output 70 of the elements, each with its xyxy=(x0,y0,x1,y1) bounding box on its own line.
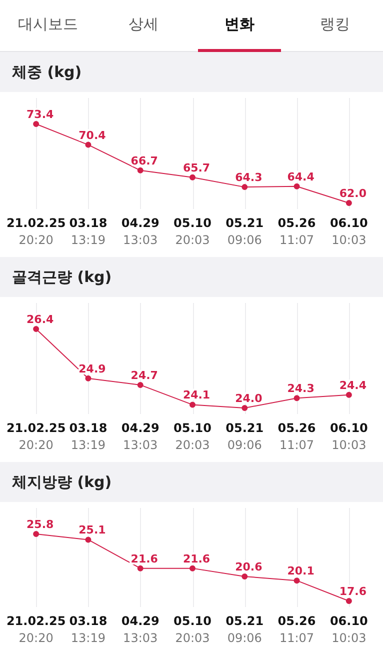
data-label: 62.0 xyxy=(339,187,367,200)
text: 상세 xyxy=(128,14,160,35)
x-tick-label: 03.18 13:19 xyxy=(69,421,108,452)
data-label: 73.4 xyxy=(26,108,54,121)
point xyxy=(137,382,144,388)
point xyxy=(85,142,92,148)
x-tick-label: 05.21 09:06 xyxy=(226,216,264,247)
point xyxy=(190,174,196,180)
x-tick-label: 04.29 13:03 xyxy=(121,614,160,645)
data-label: 70.4 xyxy=(78,128,106,142)
point xyxy=(190,402,196,408)
x-tick-label: 05.21 09:06 xyxy=(226,421,264,452)
x-tick-label: 06.10 10:03 xyxy=(330,216,368,247)
data-label: 26.4 xyxy=(26,313,54,326)
point xyxy=(33,531,40,537)
x-tick-label: 05.26 11:07 xyxy=(278,614,316,645)
data-label: 24.4 xyxy=(339,378,367,392)
x-tick-label: 05.10 20:03 xyxy=(174,216,212,247)
point xyxy=(346,598,352,604)
data-label: 64.3 xyxy=(235,171,262,184)
data-label: 24.1 xyxy=(182,388,210,402)
point xyxy=(294,395,300,402)
x-tick-label: 05.26 11:07 xyxy=(278,421,316,452)
data-label: 25.8 xyxy=(26,518,54,531)
data-label: 24.3 xyxy=(287,382,314,396)
x-tick-label: 05.10 20:03 xyxy=(174,614,212,645)
chart-title: 체중 (kg) xyxy=(0,52,383,92)
text: 변화 xyxy=(223,14,256,35)
text: 랭킹 xyxy=(319,14,352,35)
x-tick-label: 04.29 13:03 xyxy=(121,421,160,452)
point xyxy=(85,375,92,382)
point xyxy=(346,200,352,206)
data-label: 20.1 xyxy=(287,564,314,578)
point xyxy=(346,392,352,398)
point xyxy=(242,405,248,411)
data-label: 24.7 xyxy=(130,368,158,382)
data-label: 21.6 xyxy=(130,552,158,566)
x-tick-label: 06.10 10:03 xyxy=(330,614,368,645)
x-tick-label: 03.18 13:19 xyxy=(69,216,108,247)
point xyxy=(33,121,40,127)
x-tick-label: 04.29 13:03 xyxy=(121,216,160,247)
point xyxy=(242,573,248,580)
point xyxy=(137,565,144,572)
x-tick-label: 05.21 09:06 xyxy=(226,614,264,645)
data-label: 17.6 xyxy=(339,585,367,598)
point xyxy=(190,565,196,572)
point xyxy=(294,578,300,584)
chart-title: 체지방량 (kg) xyxy=(0,462,383,502)
data-label: 24.0 xyxy=(235,392,263,405)
text: 대시보드 xyxy=(16,14,79,35)
point xyxy=(242,184,248,190)
point xyxy=(137,167,144,174)
point xyxy=(294,183,300,190)
data-label: 20.6 xyxy=(235,560,263,574)
data-label: 65.7 xyxy=(182,161,210,174)
point xyxy=(33,326,40,332)
data-label: 66.7 xyxy=(130,154,158,168)
data-label: 25.1 xyxy=(78,524,106,537)
x-tick-label: 03.18 13:19 xyxy=(69,614,108,645)
x-tick-label: 05.26 11:07 xyxy=(278,216,316,247)
x-tick-label: 06.10 10:03 xyxy=(330,421,368,452)
x-tick-label: 21.02.25 20:20 xyxy=(6,614,66,645)
x-tick-label: 21.02.25 20:20 xyxy=(6,216,66,247)
chart-title: 골격근량 (kg) xyxy=(0,257,383,297)
x-tick-label: 21.02.25 20:20 xyxy=(6,421,66,452)
data-label: 24.9 xyxy=(78,362,106,376)
x-tick-label: 05.10 20:03 xyxy=(174,421,212,452)
data-label: 64.4 xyxy=(287,170,315,184)
point xyxy=(85,536,92,543)
data-label: 21.6 xyxy=(182,552,210,566)
